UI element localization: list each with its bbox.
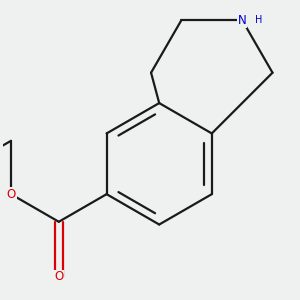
Text: H: H <box>255 15 262 25</box>
Text: O: O <box>54 271 63 284</box>
Text: N: N <box>238 14 247 27</box>
Text: O: O <box>6 188 16 201</box>
